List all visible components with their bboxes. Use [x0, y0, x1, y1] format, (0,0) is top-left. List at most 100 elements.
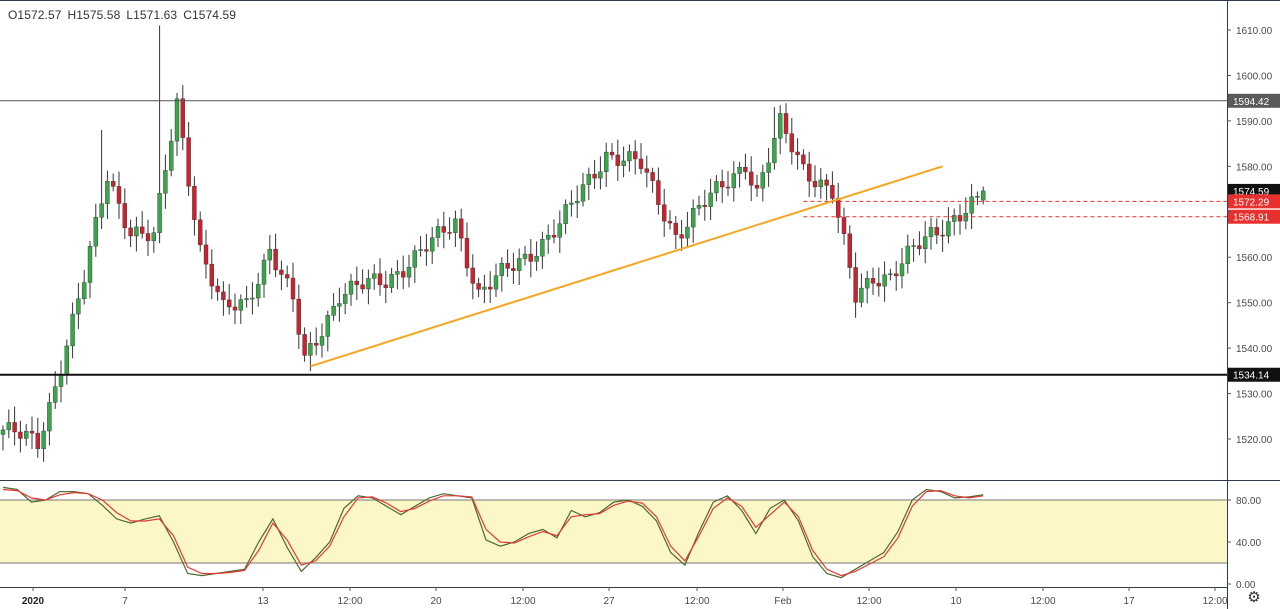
candle[interactable] — [830, 185, 835, 199]
candle[interactable] — [354, 280, 359, 285]
candle[interactable] — [615, 154, 620, 166]
candle[interactable] — [975, 196, 980, 198]
candle[interactable] — [575, 201, 580, 204]
candle[interactable] — [853, 267, 858, 303]
candle[interactable] — [215, 285, 220, 293]
candle[interactable] — [441, 226, 446, 233]
candle[interactable] — [685, 226, 690, 239]
candle[interactable] — [319, 336, 325, 346]
candle[interactable] — [180, 98, 186, 138]
candle[interactable] — [314, 343, 319, 346]
candle[interactable] — [81, 282, 87, 299]
candle[interactable] — [377, 273, 383, 286]
candle[interactable] — [128, 227, 133, 237]
candle[interactable] — [12, 422, 17, 433]
candle[interactable] — [226, 299, 232, 308]
candle[interactable] — [737, 166, 742, 174]
candle[interactable] — [870, 278, 876, 284]
candle[interactable] — [134, 226, 139, 237]
candle[interactable] — [592, 173, 597, 179]
candle[interactable] — [499, 262, 504, 276]
candle[interactable] — [766, 162, 771, 173]
candle[interactable] — [749, 171, 754, 186]
candle[interactable] — [905, 245, 910, 265]
candle[interactable] — [168, 140, 174, 171]
candle[interactable] — [366, 278, 371, 290]
candle[interactable] — [720, 181, 725, 188]
candle[interactable] — [273, 248, 278, 271]
candle[interactable] — [302, 334, 307, 356]
candle[interactable] — [290, 277, 296, 300]
candle[interactable] — [476, 283, 481, 290]
candle[interactable] — [47, 402, 52, 432]
candle[interactable] — [192, 186, 197, 221]
candle[interactable] — [64, 345, 70, 375]
candle[interactable] — [76, 298, 81, 315]
candle[interactable] — [348, 280, 354, 295]
candle[interactable] — [383, 284, 388, 288]
candle[interactable] — [93, 217, 99, 247]
candle[interactable] — [882, 274, 887, 287]
candle[interactable] — [899, 263, 905, 277]
candle[interactable] — [673, 222, 678, 235]
candle[interactable] — [325, 315, 330, 337]
candle[interactable] — [424, 249, 429, 252]
candle[interactable] — [847, 233, 852, 268]
candle[interactable] — [174, 98, 180, 142]
candle[interactable] — [389, 274, 394, 288]
candle[interactable] — [308, 343, 313, 356]
candle[interactable] — [812, 181, 818, 188]
candle[interactable] — [807, 163, 812, 182]
candle[interactable] — [58, 374, 64, 387]
candle[interactable] — [488, 286, 493, 290]
candle[interactable] — [116, 186, 122, 204]
candle[interactable] — [70, 313, 75, 347]
candle[interactable] — [656, 180, 661, 205]
candle[interactable] — [238, 299, 244, 311]
candle[interactable] — [406, 267, 412, 278]
candle[interactable] — [0, 429, 6, 435]
candle[interactable] — [511, 268, 516, 271]
candle[interactable] — [696, 205, 702, 209]
candle[interactable] — [395, 271, 400, 275]
candle[interactable] — [267, 248, 272, 261]
candle[interactable] — [789, 133, 794, 153]
candle[interactable] — [633, 151, 638, 160]
candle[interactable] — [604, 151, 609, 172]
candle[interactable] — [627, 151, 632, 162]
candle[interactable] — [360, 284, 365, 290]
candle[interactable] — [708, 192, 713, 207]
candle[interactable] — [934, 227, 939, 236]
candle[interactable] — [401, 271, 406, 278]
candle[interactable] — [29, 430, 35, 434]
stochastic-pane[interactable] — [0, 486, 1227, 579]
candle[interactable] — [940, 234, 945, 237]
candle[interactable] — [296, 298, 301, 335]
candle[interactable] — [470, 267, 475, 284]
candle[interactable] — [580, 184, 586, 202]
candle[interactable] — [105, 181, 110, 204]
candle[interactable] — [714, 181, 719, 194]
candle[interactable] — [865, 278, 870, 289]
candle[interactable] — [563, 204, 568, 224]
candle[interactable] — [679, 234, 684, 239]
candle[interactable] — [783, 113, 789, 134]
candle[interactable] — [186, 137, 191, 187]
candle[interactable] — [517, 258, 522, 271]
candle[interactable] — [754, 185, 760, 189]
candle[interactable] — [911, 245, 916, 247]
candle[interactable] — [18, 431, 23, 439]
candle[interactable] — [256, 284, 261, 299]
candle[interactable] — [621, 160, 626, 166]
candle[interactable] — [598, 171, 603, 179]
candle[interactable] — [372, 273, 377, 279]
candle[interactable] — [261, 259, 267, 285]
candle[interactable] — [540, 239, 545, 257]
candle[interactable] — [551, 234, 557, 238]
candle[interactable] — [505, 262, 510, 269]
candle[interactable] — [917, 245, 922, 249]
price-pane[interactable] — [0, 25, 1227, 462]
candle[interactable] — [209, 263, 215, 287]
candle[interactable] — [731, 173, 736, 189]
